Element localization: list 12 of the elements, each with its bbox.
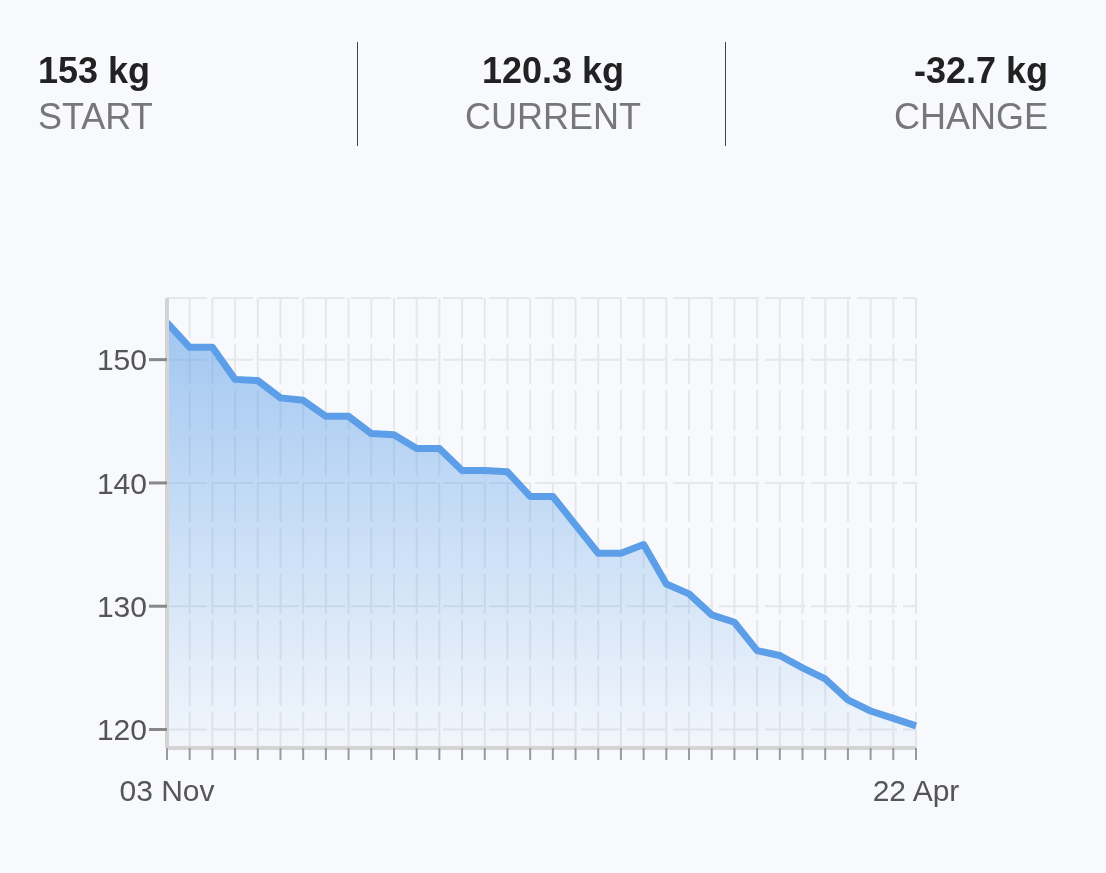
x-tick-label: 03 Nov — [119, 774, 215, 808]
text: -32.7 kg — [912, 50, 1048, 92]
y-tick-label: 120 — [96, 713, 147, 747]
text: CHANGE — [892, 96, 1048, 138]
x-tick-label: 22 Apr — [872, 774, 960, 808]
y-tick-label: 140 — [96, 466, 147, 500]
y-tick-label: 130 — [96, 589, 147, 623]
text: 120.3 kg — [480, 50, 626, 92]
text: CURRENT — [464, 96, 642, 138]
text: 153 kg — [38, 50, 152, 92]
text: START — [38, 96, 154, 138]
y-tick-label: 150 — [96, 343, 147, 377]
